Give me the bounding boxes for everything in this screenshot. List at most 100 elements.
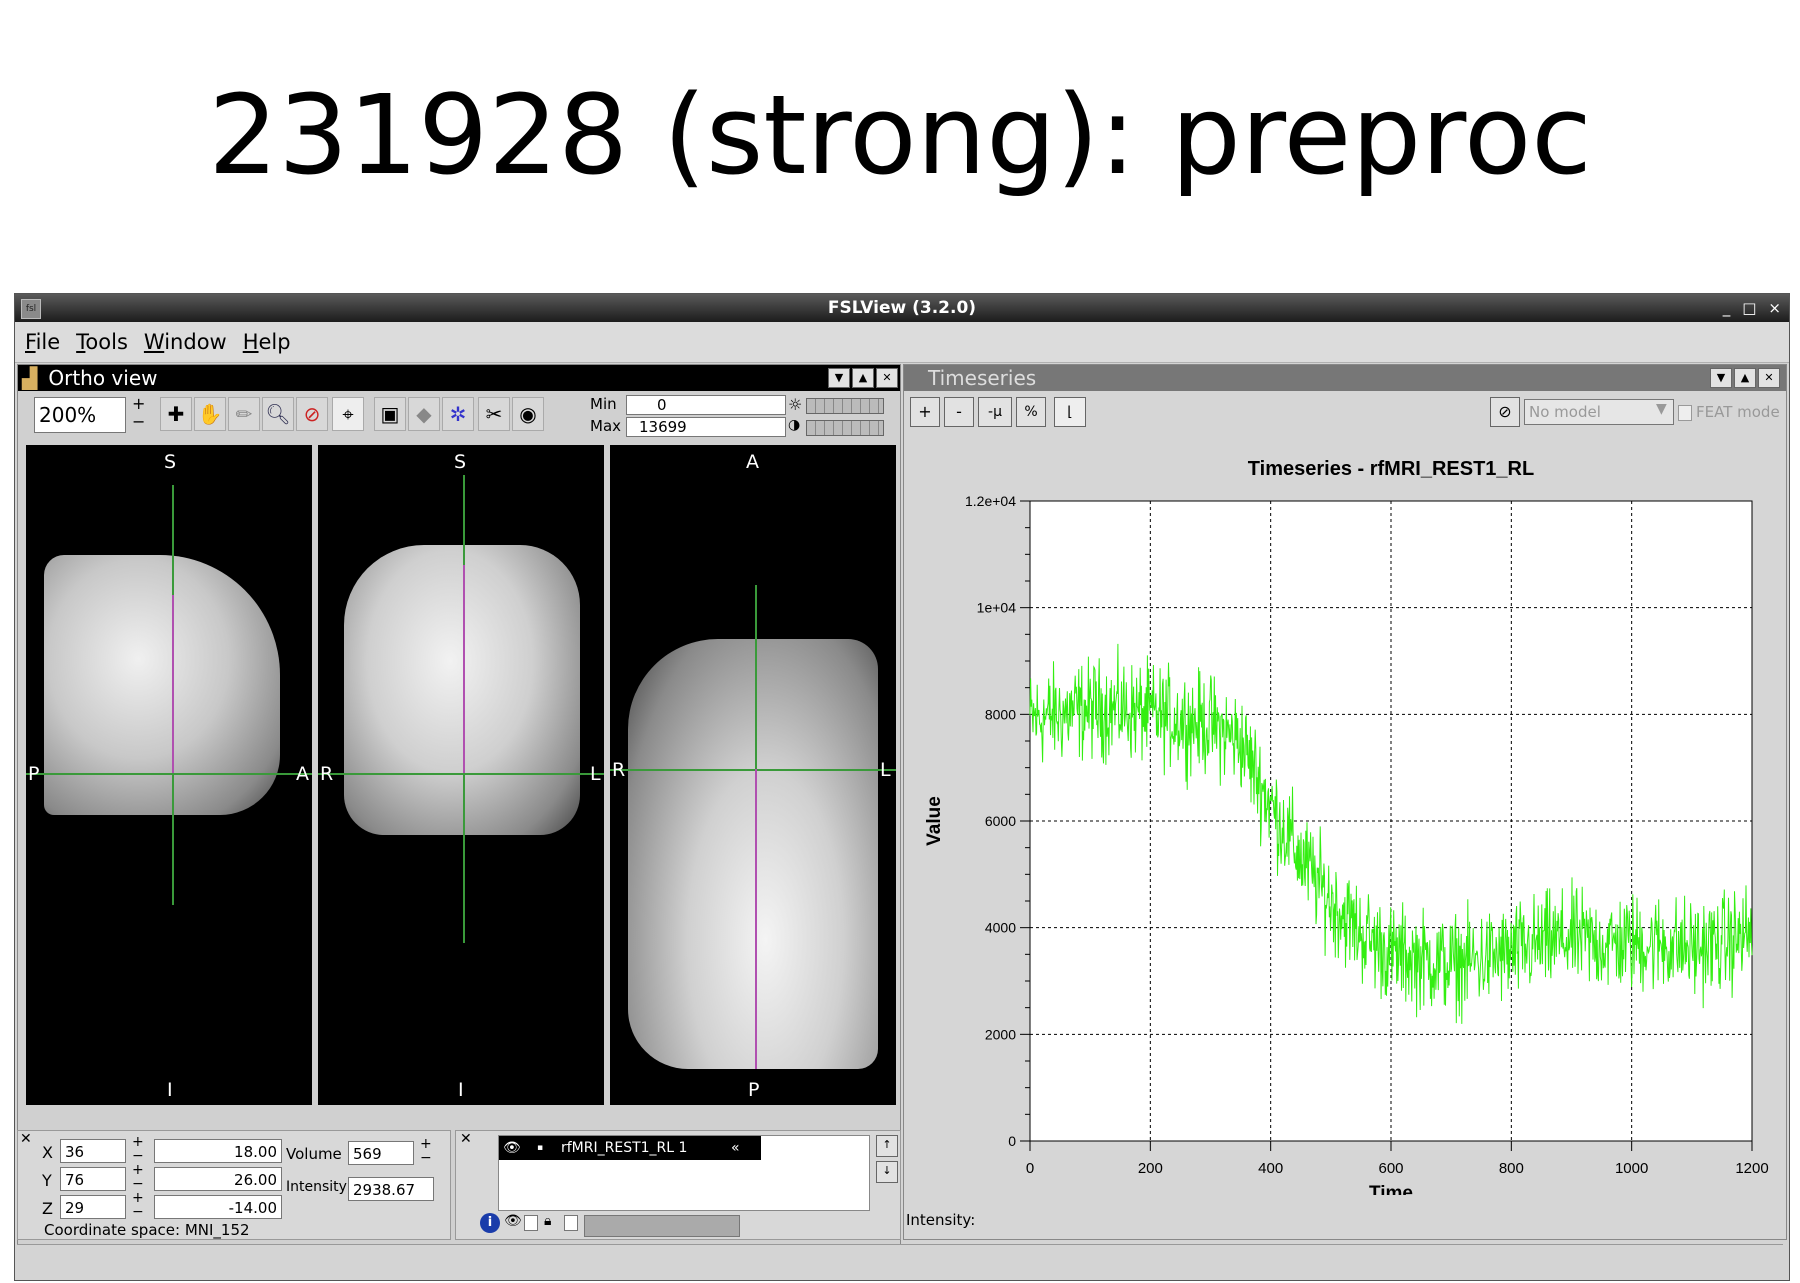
lock-checkbox[interactable] [564,1215,578,1231]
volume-stepper[interactable]: + − [420,1136,432,1166]
layer-collapse-icon[interactable]: « [731,1140,740,1156]
add-series-button[interactable]: + [910,397,940,427]
percent-button[interactable]: % [1016,397,1046,427]
layer-down-button[interactable]: ↓ [876,1161,898,1183]
tools-icon[interactable]: ✂ [478,397,510,431]
visibility-icon[interactable]: 👁︎ [504,1213,522,1229]
timeseries-title: Timeseries [928,366,1037,390]
x-tick-label: 400 [1258,1160,1283,1177]
x-label: X [42,1143,53,1162]
x-tick-label: 0 [1026,1160,1034,1177]
intensity-label: Intensity [286,1179,347,1195]
minimize-button[interactable]: _ [1722,299,1731,317]
cursor-panel: ✕ X 36 + − 18.00 Y 76 + − 26.00 Z 29 + − -1… [17,1130,451,1240]
panel-float-button[interactable]: ▲ [1734,368,1756,388]
binoculars-icon[interactable]: ◉ [512,397,544,431]
y-voxel-field[interactable]: 76 [60,1167,126,1191]
menu-help[interactable]: Help [242,330,291,354]
info-icon[interactable]: i [480,1213,500,1233]
layer-visible-icon[interactable]: 👁︎ [503,1140,521,1156]
slide-title: 231928 (strong): preproc [208,71,1592,199]
fill-icon[interactable]: ◆ [408,397,440,431]
brightness-slider[interactable] [806,398,884,414]
intensity-readout-label: Intensity: [906,1211,976,1229]
coronal-view[interactable]: S I R L [318,445,604,1105]
axis-toggle-icon[interactable]: ⌊ [1054,397,1086,427]
axial-view[interactable]: A P R L [610,445,896,1105]
menu-bar: File Tools Window Help [15,322,1789,363]
pan-hand-icon[interactable]: ✋ [194,397,226,431]
orient-right: A [296,763,309,785]
maximize-button[interactable]: □ [1742,299,1757,317]
y-tick-label: 0 [1008,1133,1016,1149]
layer-up-button[interactable]: ↑ [876,1135,898,1157]
min-field[interactable]: 0 [626,395,786,415]
ortho-icon: ▟ [22,366,38,390]
min-label: Min [590,395,617,413]
model-dropdown-icon[interactable]: ▼ [1656,401,1667,417]
brain-slice [44,555,280,815]
y-mm-field[interactable]: 26.00 [154,1167,282,1191]
z-mm-field[interactable]: -14.00 [154,1195,282,1219]
orient-right: L [880,759,891,781]
z-voxel-field[interactable]: 29 [60,1195,126,1219]
app-icon: fsl [21,299,41,319]
panel-close-button[interactable]: ✕ [1758,368,1780,388]
cursor-panel-close-icon[interactable]: ✕ [20,1131,32,1147]
x-tick-label: 200 [1138,1160,1163,1177]
panel-close-button[interactable]: ✕ [876,368,898,388]
feat-label: FEAT mode [1696,403,1780,421]
max-field[interactable]: 13699 [626,417,786,437]
z-label: Z [42,1199,53,1218]
layer-row[interactable]: 👁︎ ▪ rfMRI_REST1_RL 1 « [499,1136,761,1160]
contrast-slider[interactable] [806,420,884,436]
crosshair-h [318,773,604,775]
panel-menu-button[interactable]: ▼ [1710,368,1732,388]
x-stepper[interactable]: + − [132,1134,144,1164]
menu-tools[interactable]: Tools [76,330,128,354]
layer-panel-close-icon[interactable]: ✕ [460,1131,472,1147]
x-tick-label: 800 [1499,1160,1524,1177]
demean-button[interactable]: -μ [978,397,1012,427]
z-stepper[interactable]: + − [132,1190,144,1220]
volume-field[interactable]: 569 [348,1141,414,1165]
zoom-out-icon[interactable]: ⊘ [296,397,328,431]
model-icon[interactable]: ⊘ [1490,397,1520,427]
layer-lock-icon[interactable]: ▪ [537,1143,544,1153]
timeseries-chart[interactable]: Timeseries - rfMRI_REST1_RL 0 200 400 600 800… [904,435,1786,1195]
model-select[interactable]: No model [1524,399,1674,425]
window-title: FSLView (3.2.0) [827,298,977,318]
panel-menu-button[interactable]: ▼ [828,368,850,388]
orient-left: R [612,759,626,781]
y-stepper[interactable]: + − [132,1162,144,1192]
lock-icon[interactable]: 🔒︎ [544,1213,552,1229]
cluster-icon[interactable]: ✲ [442,397,474,431]
zoom-field[interactable]: 200% [34,397,126,433]
menu-file[interactable]: File [25,330,61,354]
pencil-icon[interactable]: ✏ [228,397,260,431]
cursor-tool-icon[interactable]: ✚ [160,397,192,431]
feat-checkbox[interactable] [1678,405,1692,421]
zoom-tool-icon[interactable]: 🔍︎ [262,397,294,431]
orient-top: S [454,451,467,473]
visibility-checkbox[interactable] [524,1215,538,1231]
sagittal-view[interactable]: S I P A [26,445,312,1105]
menu-window[interactable]: Window [143,330,227,354]
contrast-icon: ◑ [788,417,801,433]
panel-float-button[interactable]: ▲ [852,368,874,388]
zoom-stepper[interactable]: + − [132,394,146,431]
y-tick-label: 2000 [985,1026,1016,1042]
fslview-window: fsl FSLView (3.2.0) _ □ × File Tools Win… [14,293,1790,1281]
crosshair-icon[interactable]: ⌖ [332,397,364,431]
close-button[interactable]: × [1768,299,1781,317]
orient-left: P [28,763,40,785]
x-mm-field[interactable]: 18.00 [154,1139,282,1163]
mask-icon[interactable]: ▣ [374,397,406,431]
remove-series-button[interactable]: - [944,397,974,427]
crosshair-h [26,773,312,775]
crosshair-magenta [755,769,757,1069]
transparency-slider[interactable] [584,1215,740,1237]
x-voxel-field[interactable]: 36 [60,1139,126,1163]
y-tick-label: 8000 [985,706,1016,722]
ortho-titlebar: ▟ Ortho view ▼ ▲ ✕ [18,365,900,391]
